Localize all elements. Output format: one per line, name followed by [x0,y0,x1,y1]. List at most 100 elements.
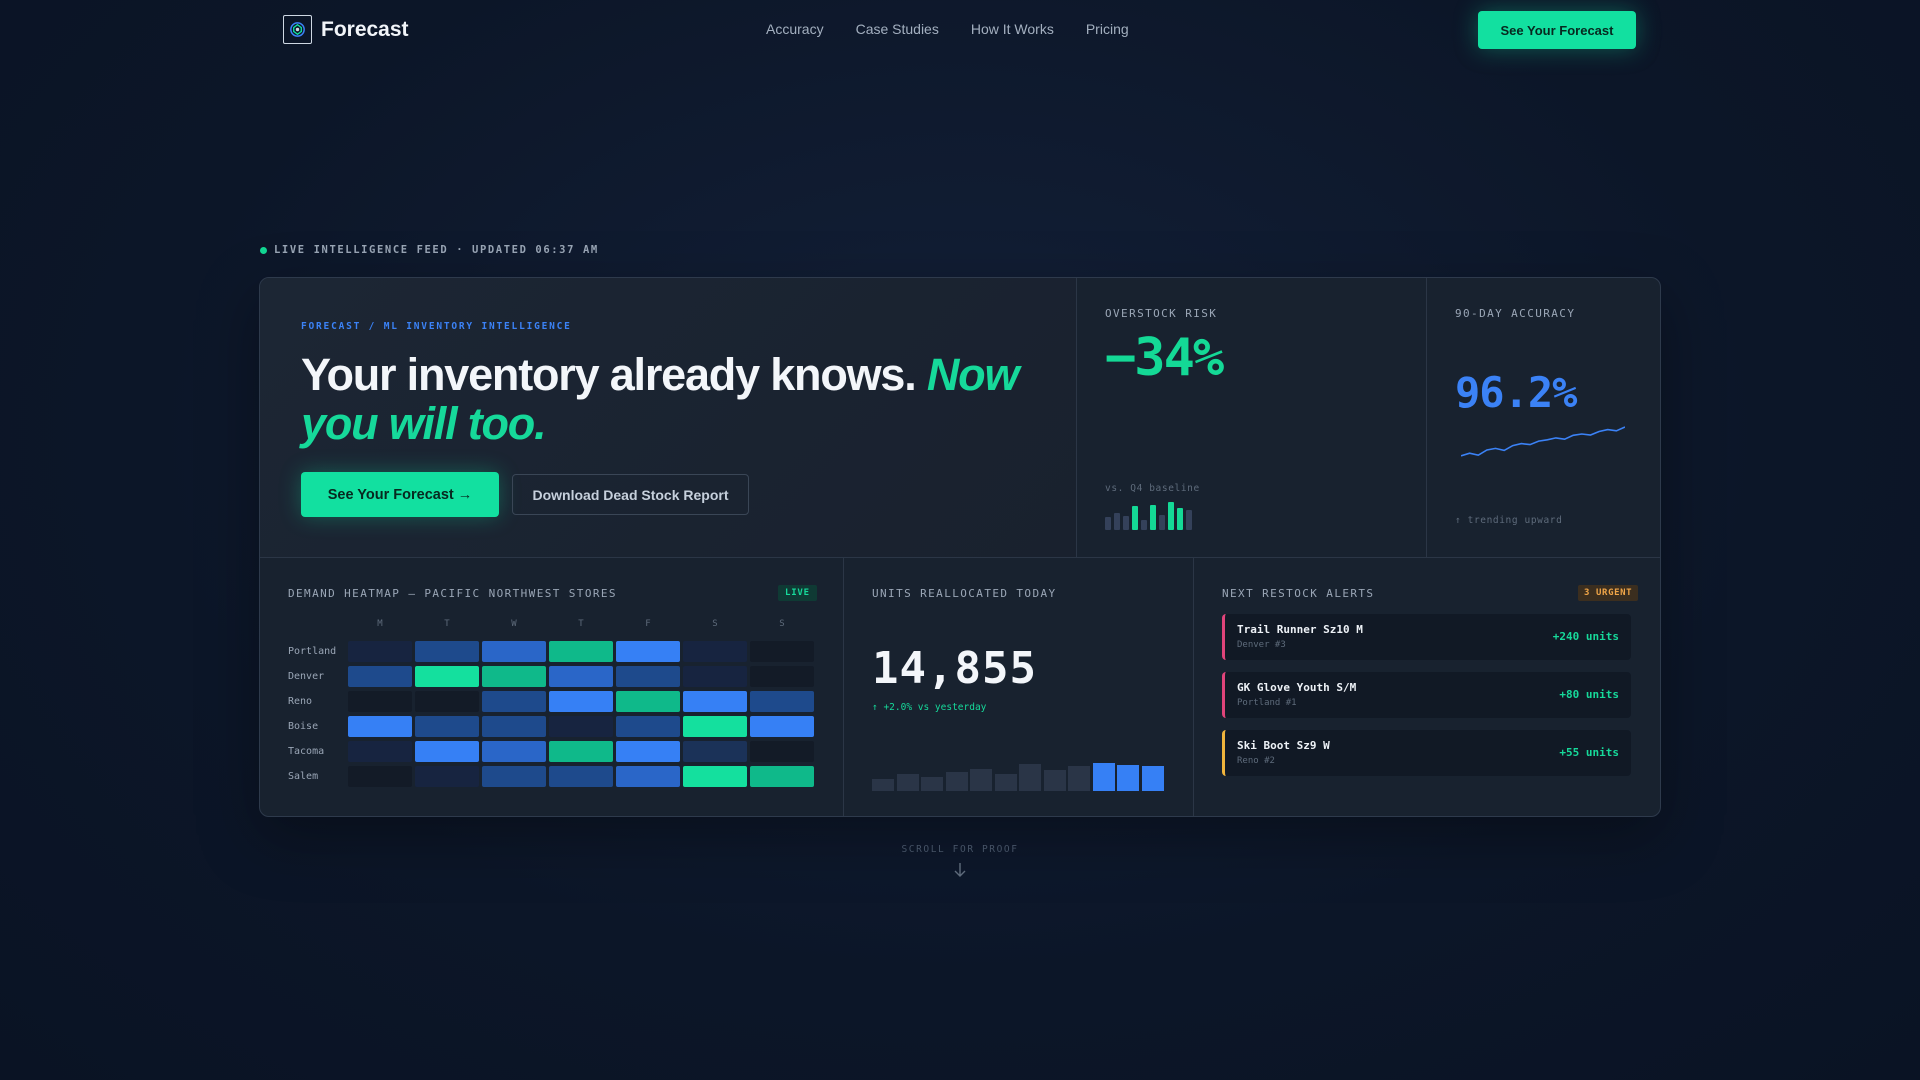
download-report-button[interactable]: Download Dead Stock Report [512,474,749,515]
units-label: UNITS REALLOCATED TODAY [872,587,1057,600]
heatmap-cell[interactable] [482,766,546,787]
heatmap-cell[interactable] [482,641,546,662]
alert-item[interactable]: Trail Runner Sz10 M Denver #3 +240 units [1222,614,1631,660]
nav-link-how-it-works[interactable]: How It Works [970,21,1054,37]
heatmap-city-label: Denver [288,671,325,682]
heatmap-cell[interactable] [549,666,613,687]
heatmap-cell[interactable] [415,741,479,762]
heatmap-cell[interactable] [549,741,613,762]
heatmap-cell[interactable] [482,716,546,737]
heatmap-city-label: Boise [288,721,319,732]
heatmap-cell[interactable] [482,691,546,712]
heatmap-cell[interactable] [750,666,814,687]
units-bar [896,774,919,791]
heatmap-cell[interactable] [683,741,747,762]
brand-logo[interactable]: Forecast [283,15,409,44]
overstock-bar [1132,506,1138,530]
heatmap-cell[interactable] [616,741,680,762]
heatmap-day-label: T [444,619,450,629]
units-bar [1092,763,1115,791]
heatmap-cell[interactable] [683,666,747,687]
urgent-badge: 3 URGENT [1578,585,1639,601]
headline-plain: Your inventory already knows. [301,349,917,400]
heatmap-cell[interactable] [750,766,814,787]
overstock-bar [1141,520,1147,530]
heatmap-day-label: T [578,619,584,629]
see-forecast-button[interactable]: See Your Forecast → [301,472,499,517]
overstock-bar [1177,508,1183,530]
heatmap-cell[interactable] [549,691,613,712]
alert-store: Denver #3 [1237,640,1286,650]
heatmap-cell[interactable] [549,766,613,787]
heatmap-title: DEMAND HEATMAP — PACIFIC NORTHWEST STORE… [288,587,617,600]
heatmap-cell[interactable] [348,691,412,712]
heatmap-cell[interactable] [549,641,613,662]
alert-name: GK Glove Youth S/M [1237,681,1357,694]
overstock-label: OVERSTOCK RISK [1105,307,1218,320]
heatmap-city-label: Salem [288,771,319,782]
top-nav: Forecast Accuracy Case Studies How It Wo… [0,0,1920,60]
units-bar [921,777,943,791]
arrow-down-icon[interactable] [953,862,967,883]
units-reallocated-panel: UNITS REALLOCATED TODAY 14,855 ↑ +2.0% v… [844,558,1194,816]
heatmap-cell[interactable] [683,766,747,787]
heatmap-cell[interactable] [415,766,479,787]
nav-links: Accuracy Case Studies How It Works Prici… [766,21,1129,37]
accuracy-trend-line [1461,426,1625,457]
heatmap-cell[interactable] [683,641,747,662]
nav-link-pricing[interactable]: Pricing [1085,21,1129,37]
nav-link-accuracy[interactable]: Accuracy [766,21,824,37]
units-value: 14,855 [872,643,1037,694]
scroll-hint: SCROLL FOR PROOF [901,844,1019,855]
heatmap-cell[interactable] [683,716,747,737]
heatmap-day-label: W [511,619,517,629]
heatmap-cell[interactable] [616,666,680,687]
heatmap-cell[interactable] [683,691,747,712]
overstock-bar [1168,502,1174,530]
units-bar [1117,765,1139,791]
heatmap-cell[interactable] [750,641,814,662]
heatmap-cell[interactable] [616,691,680,712]
live-dot-icon [260,246,267,254]
alert-item[interactable]: Ski Boot Sz9 W Reno #2 +55 units [1222,730,1631,776]
heatmap-cell[interactable] [482,666,546,687]
heatmap-cell[interactable] [616,716,680,737]
heatmap-cell[interactable] [348,666,412,687]
heatmap-cell[interactable] [415,666,479,687]
overstock-bar [1186,510,1192,530]
units-bar [1068,766,1090,791]
live-feed-text: LIVE INTELLIGENCE FEED · UPDATED 06:37 A… [274,244,599,256]
accuracy-panel: 90-DAY ACCURACY 96.2% ↑ trending upward [1427,278,1660,558]
nav-link-case-studies[interactable]: Case Studies [855,21,939,37]
nav-see-forecast-button[interactable]: See Your Forecast [1478,11,1636,49]
accuracy-value: 96.2% [1455,368,1577,417]
heatmap-city-label: Tacoma [288,746,325,757]
heatmap-cell[interactable] [415,691,479,712]
heatmap-cell[interactable] [415,716,479,737]
heatmap-cell[interactable] [415,641,479,662]
heatmap-cell[interactable] [348,766,412,787]
heatmap-day-label: M [377,619,383,629]
heatmap-cell[interactable] [750,741,814,762]
heatmap-cell[interactable] [616,766,680,787]
heatmap-cell[interactable] [616,641,680,662]
alert-item[interactable]: GK Glove Youth S/M Portland #1 +80 units [1222,672,1631,718]
alert-units: +240 units [1552,630,1619,643]
hero-headline: Your inventory already knows. Now you wi… [301,350,1061,448]
accuracy-note: ↑ trending upward [1455,515,1563,526]
dashboard-card: FORECAST / ML INVENTORY INTELLIGENCE You… [259,277,1661,817]
overstock-bar [1114,513,1120,530]
heatmap-cell[interactable] [482,741,546,762]
heatmap-cell[interactable] [348,716,412,737]
overstock-risk-panel: OVERSTOCK RISK −34% vs. Q4 baseline [1077,278,1427,558]
heatmap-cell[interactable] [750,716,814,737]
alert-name: Trail Runner Sz10 M [1237,623,1363,636]
heatmap-cell[interactable] [549,716,613,737]
live-badge: LIVE [778,585,817,601]
accuracy-label: 90-DAY ACCURACY [1455,307,1576,320]
overstock-bar [1150,505,1156,530]
heatmap-cell[interactable] [348,641,412,662]
heatmap-cell[interactable] [348,741,412,762]
heatmap-cell[interactable] [750,691,814,712]
forecast-logo-icon [283,15,312,44]
